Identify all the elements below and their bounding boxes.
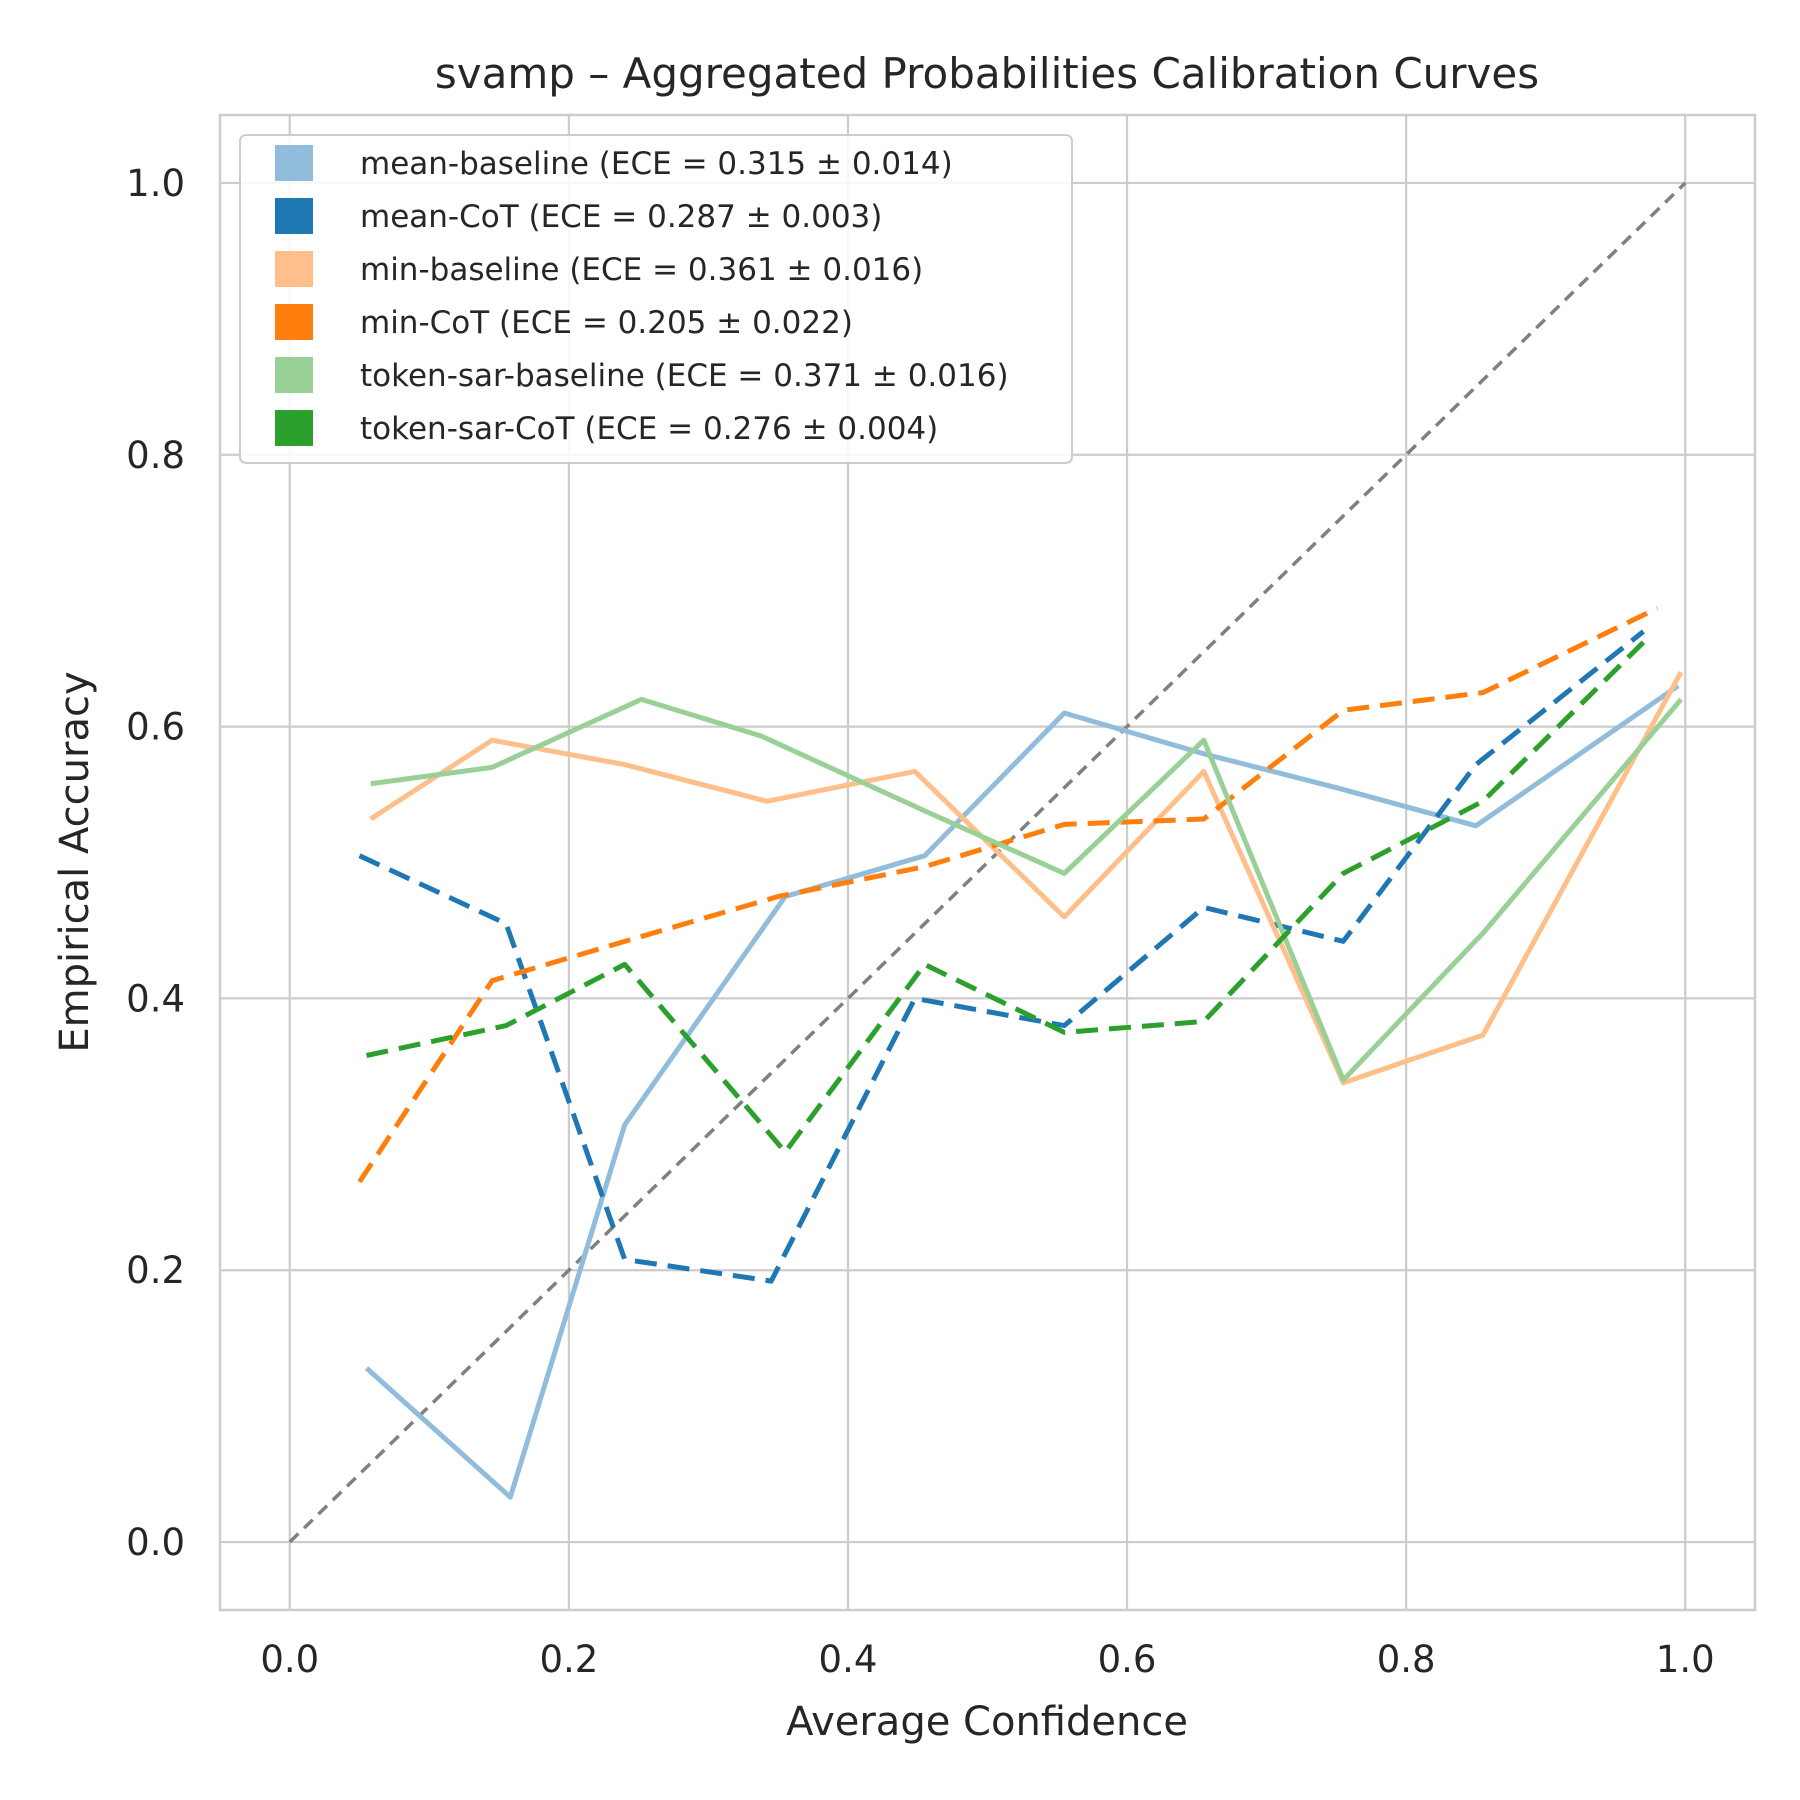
legend-entry: min-baseline (ECE = 0.361 ± 0.016) [360,252,923,288]
legend-entry: mean-CoT (ECE = 0.287 ± 0.003) [360,199,882,235]
legend-box [239,134,1073,464]
series-layer [357,606,1684,1500]
series-line-5 [365,640,1646,1155]
legend: mean-baseline (ECE = 0.315 ± 0.014) mean-… [239,134,1073,464]
y-axis-label: Empirical Accuracy [52,671,98,1052]
chart-title: svamp – Aggregated Probabilities Calibra… [435,49,1539,98]
legend-swatch [275,304,313,340]
series-line-1 [358,629,1645,1284]
legend-entry: token-sar-CoT (ECE = 0.276 ± 0.004) [360,411,938,447]
y-tick-label: 0.4 [126,977,185,1020]
plot-frame [218,113,1757,1612]
y-tick-label: 0.2 [126,1249,185,1292]
diagonal-layer [288,181,1687,1544]
x-tick-label: 0.4 [819,1638,878,1681]
series-line-0 [364,683,1680,1500]
series-line-2 [369,671,1684,1086]
x-tick-label: 1.0 [1656,1638,1715,1681]
legend-swatch [275,410,313,446]
y-tick-label: 0.0 [126,1521,185,1564]
x-axis-label: Average Confidence [786,1699,1188,1745]
series-line-4 [370,696,1683,1083]
x-tick-label: 0.6 [1098,1638,1157,1681]
y-tick-labels: 0.0 0.2 0.4 0.6 0.8 1.0 [126,162,185,1564]
legend-entry: min-CoT (ECE = 0.205 ± 0.022) [360,305,853,341]
legend-entry: token-sar-baseline (ECE = 0.371 ± 0.016) [360,358,1009,394]
x-tick-label: 0.2 [539,1638,598,1681]
x-tick-label: 0.8 [1377,1638,1436,1681]
legend-entry: mean-baseline (ECE = 0.315 ± 0.014) [360,146,953,182]
x-tick-labels: 0.0 0.2 0.4 0.6 0.8 1.0 [260,1638,1714,1681]
legend-swatch [275,198,313,234]
legend-swatch [275,357,313,393]
legend-swatch [275,145,313,181]
legend-swatch [275,251,313,287]
y-tick-label: 0.8 [126,434,185,477]
y-tick-label: 1.0 [126,162,185,205]
x-tick-label: 0.0 [260,1638,319,1681]
perfect-calibration-line [288,181,1687,1544]
y-tick-label: 0.6 [126,706,185,749]
series-line-3 [357,606,1659,1184]
